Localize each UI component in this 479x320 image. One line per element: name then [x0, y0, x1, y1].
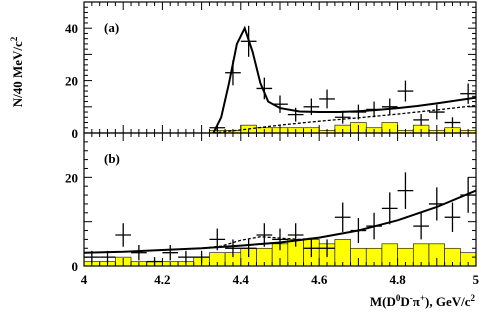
x-axis-label: M(D0D-π+), GeV/c2	[370, 293, 476, 309]
data-point	[240, 239, 257, 258]
y-axis-label: N/40 MeV/c2	[9, 36, 25, 107]
data-point	[319, 89, 335, 109]
data-point	[381, 98, 398, 116]
data-point	[334, 202, 351, 232]
x-tick-label: 4.6	[311, 272, 328, 287]
data-point	[460, 83, 476, 104]
data-point	[397, 172, 414, 209]
panel-label: (a)	[104, 20, 119, 35]
data-point	[131, 245, 147, 261]
data-point	[366, 101, 382, 118]
fit-curve	[212, 25, 477, 134]
y-tick-label: 20	[65, 74, 78, 89]
x-tick-label: 5	[473, 272, 479, 287]
data-point	[303, 239, 320, 258]
y-tick-label: 0	[72, 259, 79, 274]
data-point	[287, 223, 304, 247]
data-point	[381, 192, 398, 225]
data-point	[334, 110, 351, 124]
data-point	[287, 107, 304, 122]
data-point	[272, 95, 288, 113]
data-point	[413, 212, 429, 240]
data-point	[178, 250, 194, 264]
data-point	[225, 239, 241, 258]
data-point	[350, 104, 367, 120]
data-point	[366, 212, 382, 240]
data-point	[303, 98, 320, 116]
data-point	[413, 114, 429, 126]
y-tick-label: 0	[72, 126, 79, 141]
data-point	[319, 239, 335, 258]
x-tick-label: 4.8	[389, 272, 406, 287]
x-tick-label: 4	[81, 272, 88, 287]
data-point	[444, 117, 461, 128]
data-point	[162, 245, 179, 261]
data-point	[428, 104, 445, 120]
data-point	[256, 223, 273, 247]
panel-a: 0 20 40 (a)	[65, 1, 477, 141]
data-point	[240, 25, 257, 57]
data-point	[272, 228, 288, 251]
data-point	[225, 60, 241, 86]
panel-b: 0 20 4 4.2 4.4 4.6 4.8 5 (b)	[65, 132, 479, 287]
data-point	[256, 77, 273, 100]
x-tick-label: 4.2	[154, 272, 170, 287]
data-point	[444, 202, 461, 232]
data-point	[397, 80, 414, 102]
y-tick-label: 40	[65, 21, 78, 36]
panel-frame	[83, 1, 477, 134]
y-tick-label: 20	[65, 170, 78, 185]
data-point	[350, 217, 367, 244]
background-curve	[213, 104, 477, 134]
x-tick-label: 4.4	[233, 272, 250, 287]
data-point	[209, 228, 226, 251]
data-point	[115, 223, 132, 247]
data-point	[99, 250, 116, 264]
panel-label: (b)	[104, 151, 120, 166]
data-point	[428, 187, 445, 221]
